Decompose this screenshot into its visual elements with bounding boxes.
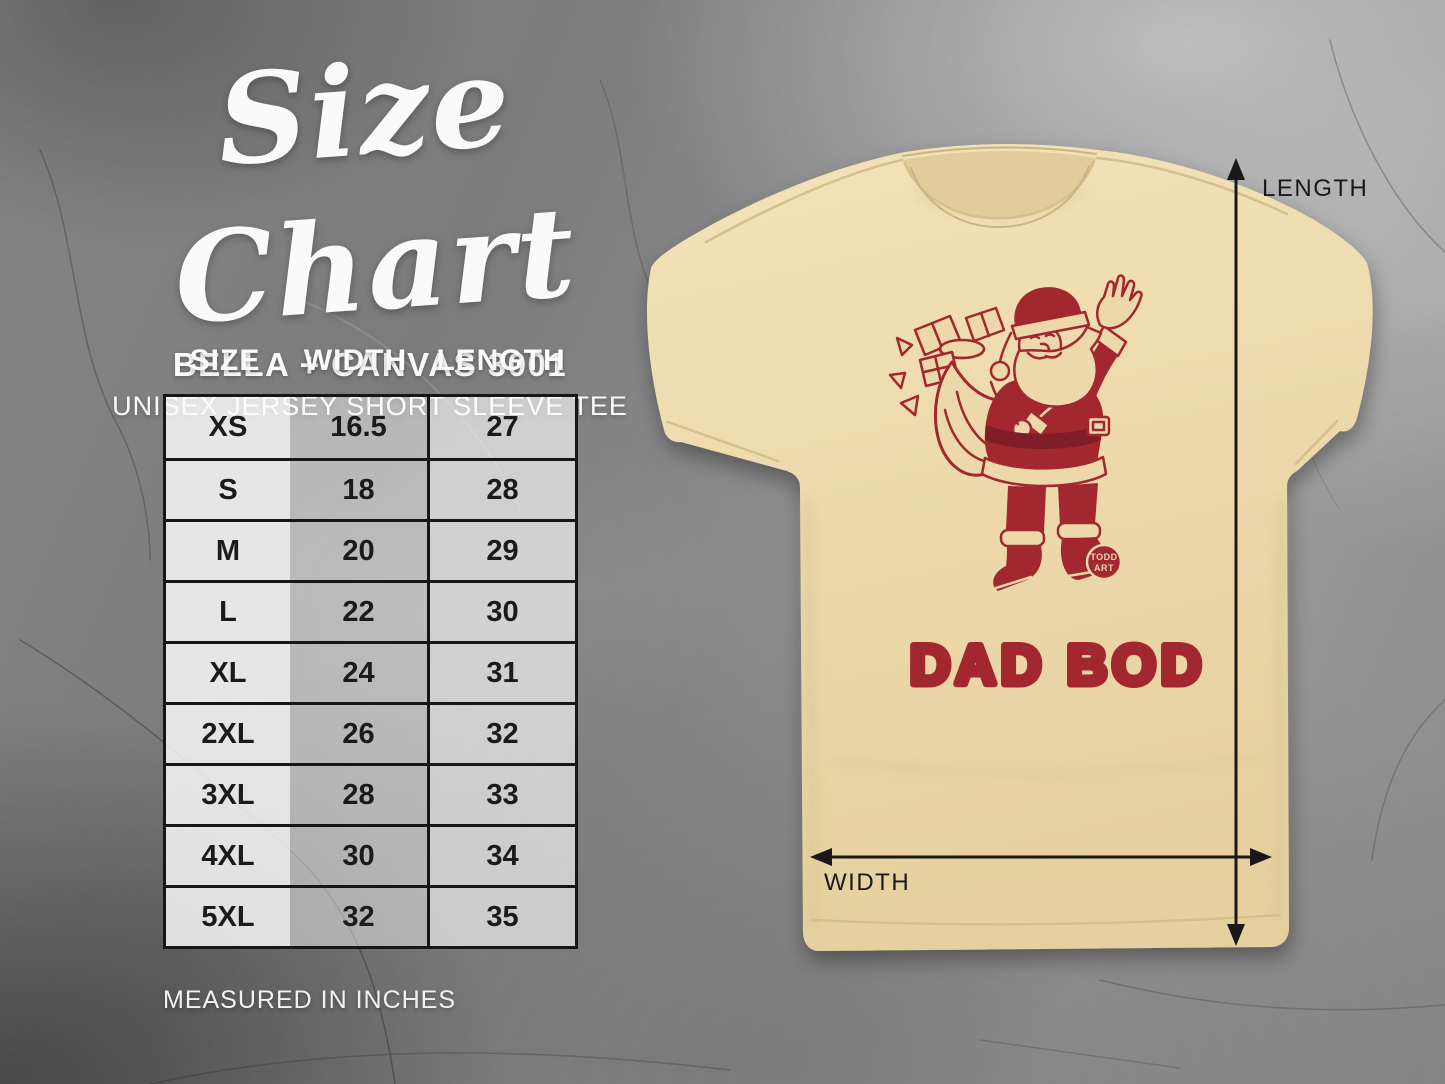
cell-length: 32 <box>427 705 575 763</box>
width-label: WIDTH <box>824 869 910 896</box>
units-note: MEASURED IN INCHES <box>163 986 457 1014</box>
santa-figure <box>980 274 1143 591</box>
cell-size: 3XL <box>166 766 290 824</box>
cell-size: M <box>166 522 290 580</box>
right-cuff-seam <box>1294 419 1339 466</box>
size-table-header: SIZE WIDTH LENGTH <box>163 344 578 378</box>
cell-size: XL <box>166 644 290 702</box>
table-row: 4XL 30 34 <box>166 824 575 885</box>
santa-beard <box>1013 325 1103 408</box>
size-table: SIZE WIDTH LENGTH XS 16.5 27 S 18 28 M 2… <box>163 344 578 949</box>
table-row: L 22 30 <box>166 580 575 641</box>
badge-line2: ART <box>1094 563 1114 573</box>
cell-length: 34 <box>427 827 575 885</box>
right-shoulder-seam <box>1095 156 1289 216</box>
tshirt-collar <box>902 146 1097 228</box>
length-arrow <box>1227 158 1245 946</box>
cell-length: 29 <box>427 522 575 580</box>
cell-size: L <box>166 583 290 641</box>
left-shoulder-seam <box>704 158 904 244</box>
width-arrow <box>810 848 1272 866</box>
cell-size: 5XL <box>166 888 290 946</box>
cell-size: 2XL <box>166 705 290 763</box>
table-row: 3XL 28 33 <box>166 763 575 824</box>
cell-length: 30 <box>427 583 575 641</box>
cell-length: 27 <box>427 397 575 458</box>
cell-width: 26 <box>290 705 427 763</box>
badge-line1: TODD <box>1090 552 1117 562</box>
cell-width: 28 <box>290 766 427 824</box>
cell-size: 4XL <box>166 827 290 885</box>
cell-width: 24 <box>290 644 427 702</box>
todd-art-badge: TODD ART <box>1085 543 1123 581</box>
table-row: XS 16.5 27 <box>166 397 575 458</box>
cell-length: 31 <box>427 644 575 702</box>
table-row: S 18 28 <box>166 458 575 519</box>
left-cuff-seam <box>666 420 780 463</box>
cell-width: 22 <box>290 583 427 641</box>
cell-width: 18 <box>290 461 427 519</box>
table-row: 2XL 26 32 <box>166 702 575 763</box>
size-table-body: XS 16.5 27 S 18 28 M 20 29 L 22 30 XL 24… <box>163 394 578 949</box>
cell-length: 28 <box>427 461 575 519</box>
cell-length: 33 <box>427 766 575 824</box>
table-row: XL 24 31 <box>166 641 575 702</box>
cell-width: 20 <box>290 522 427 580</box>
column-header-length: LENGTH <box>436 344 566 377</box>
hem-stitch <box>810 913 1282 926</box>
cell-length: 35 <box>427 888 575 946</box>
length-label: LENGTH <box>1262 175 1368 202</box>
brand-subtitle: BELLA + CANVAS 3001 <box>172 346 568 383</box>
table-row: M 20 29 <box>166 519 575 580</box>
column-header-width: WIDTH <box>303 344 408 377</box>
waving-hand <box>1095 274 1143 330</box>
table-row: 5XL 32 35 <box>166 885 575 946</box>
santa-boot-left <box>993 546 1042 591</box>
cell-size: S <box>166 461 290 519</box>
column-header-size: SIZE <box>189 344 261 377</box>
cell-width: 32 <box>290 888 427 946</box>
cell-width: 16.5 <box>290 397 427 458</box>
cell-size: XS <box>166 397 290 458</box>
santa-graphic: TODD ART DAD BOD <box>888 274 1206 700</box>
cell-width: 30 <box>290 827 427 885</box>
design-text: DAD BOD <box>910 633 1206 696</box>
